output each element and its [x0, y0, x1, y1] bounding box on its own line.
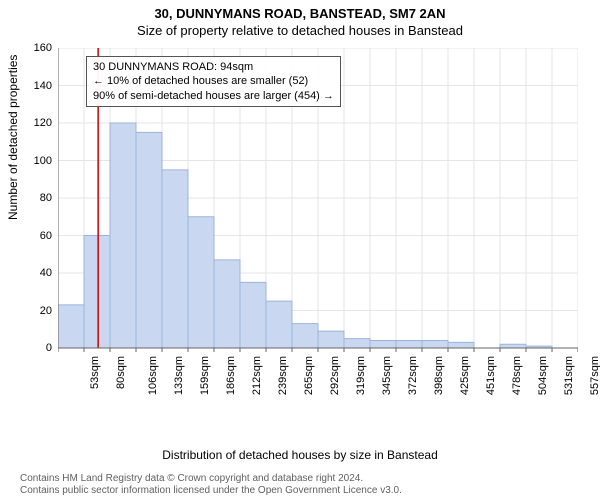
x-tick-label: 372sqm	[407, 356, 419, 395]
x-tick-label: 186sqm	[225, 356, 237, 395]
x-tick-label: 159sqm	[199, 356, 211, 395]
footer-line-2: Contains public sector information licen…	[20, 485, 402, 496]
x-tick-label: 478sqm	[511, 356, 523, 395]
x-tick-label: 212sqm	[251, 356, 263, 395]
y-tick-label: 0	[22, 342, 52, 354]
x-tick-label: 531sqm	[563, 356, 575, 395]
chart-area: 30 DUNNYMANS ROAD: 94sqm ← 10% of detach…	[58, 48, 578, 398]
annotation-box: 30 DUNNYMANS ROAD: 94sqm ← 10% of detach…	[86, 56, 341, 107]
y-tick-label: 120	[22, 117, 52, 129]
x-tick-label: 239sqm	[277, 356, 289, 395]
x-tick-label: 53sqm	[89, 356, 101, 389]
y-tick-label: 80	[22, 192, 52, 204]
x-tick-label: 557sqm	[589, 356, 600, 395]
y-tick-label: 40	[22, 267, 52, 279]
x-tick-label: 398sqm	[433, 356, 445, 395]
x-tick-label: 319sqm	[355, 356, 367, 395]
footer-line-1: Contains HM Land Registry data © Crown c…	[20, 473, 363, 484]
y-axis-label: Number of detached properties	[6, 55, 20, 220]
annotation-line-3: 90% of semi-detached houses are larger (…	[93, 89, 334, 103]
chart-container: 30, DUNNYMANS ROAD, BANSTEAD, SM7 2AN Si…	[0, 0, 600, 500]
annotation-line-2: ← 10% of detached houses are smaller (52…	[93, 74, 334, 88]
y-tick-label: 60	[22, 230, 52, 242]
y-tick-label: 140	[22, 80, 52, 92]
x-tick-label: 451sqm	[485, 356, 497, 395]
title-line-2: Size of property relative to detached ho…	[0, 21, 600, 38]
x-tick-label: 80sqm	[115, 356, 127, 389]
annotation-line-1: 30 DUNNYMANS ROAD: 94sqm	[93, 60, 334, 74]
x-tick-label: 292sqm	[329, 356, 341, 395]
y-tick-label: 160	[22, 42, 52, 54]
title-line-1: 30, DUNNYMANS ROAD, BANSTEAD, SM7 2AN	[0, 0, 600, 21]
x-tick-label: 133sqm	[173, 356, 185, 395]
x-axis-label: Distribution of detached houses by size …	[0, 448, 600, 462]
x-tick-label: 265sqm	[303, 356, 315, 395]
y-tick-label: 20	[22, 305, 52, 317]
x-tick-label: 425sqm	[459, 356, 471, 395]
y-tick-label: 100	[22, 155, 52, 167]
x-tick-label: 345sqm	[381, 356, 393, 395]
x-tick-label: 504sqm	[537, 356, 549, 395]
x-tick-label: 106sqm	[147, 356, 159, 395]
